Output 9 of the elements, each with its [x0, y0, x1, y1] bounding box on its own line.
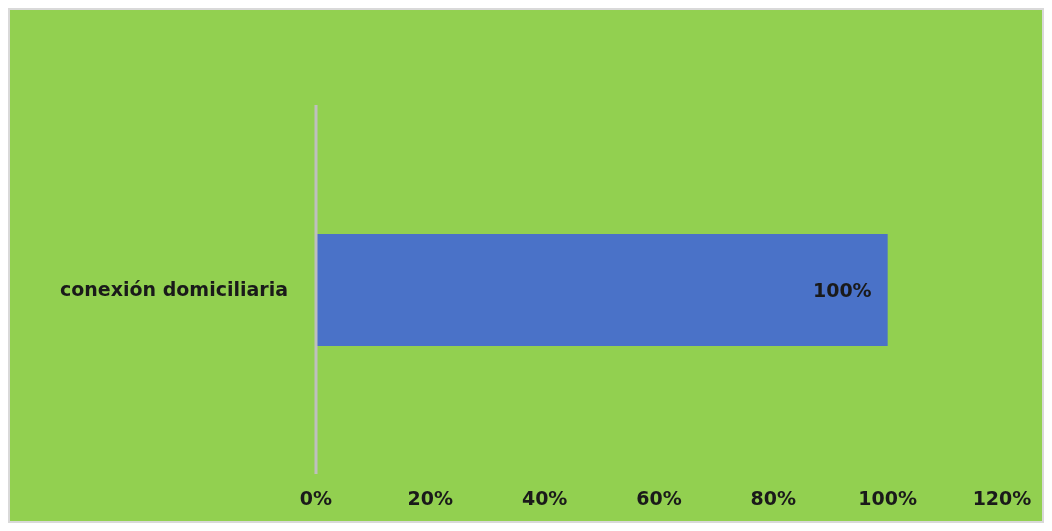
x-tick-label: 60% — [636, 487, 682, 510]
x-tick-label: 100% — [858, 487, 918, 510]
x-tick-label: 0% — [299, 487, 333, 510]
x-tick-label: 20% — [407, 487, 454, 510]
x-tick-label: 40% — [521, 487, 568, 510]
data-label: 100% — [812, 278, 872, 301]
x-tick-label: 120% — [972, 487, 1032, 510]
y-tick-label: conexión domiciliaria — [60, 278, 288, 301]
x-tick-label: 80% — [750, 487, 797, 510]
